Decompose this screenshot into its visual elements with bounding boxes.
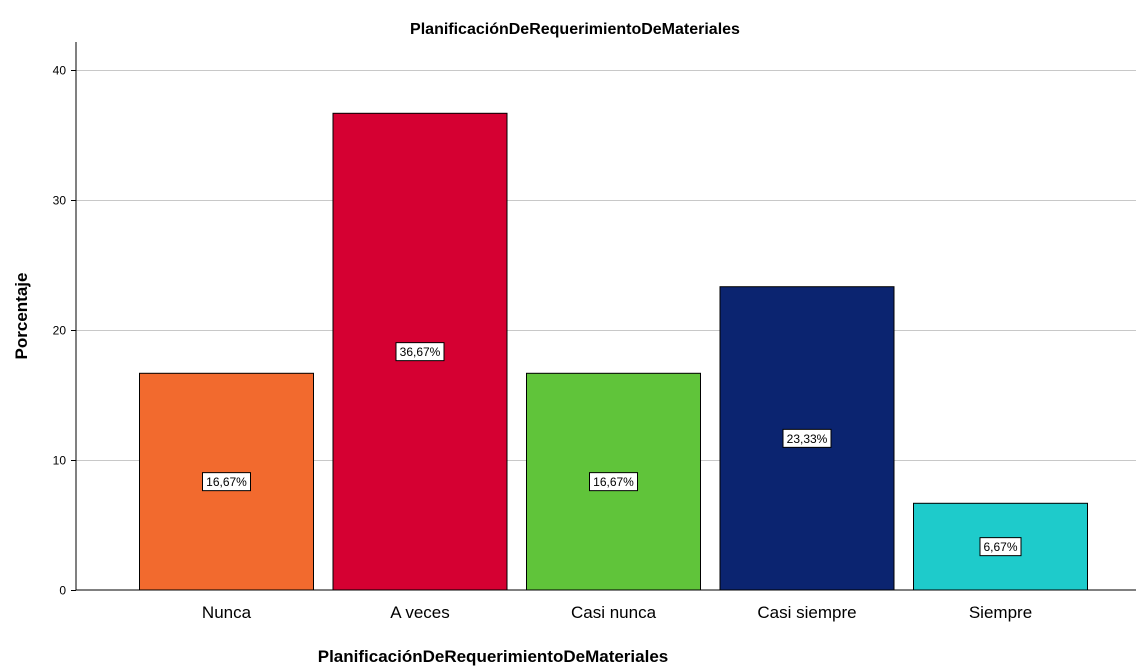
x-tick-label: Nunca xyxy=(202,603,252,622)
data-label: 23,33% xyxy=(782,428,832,448)
y-axis-ticks: 0 10 20 30 40 xyxy=(53,64,76,598)
data-label-text: 23,33% xyxy=(787,432,828,446)
data-label-text: 6,67% xyxy=(983,540,1017,554)
y-tick-label: 40 xyxy=(53,64,67,78)
x-tick-label: Siempre xyxy=(969,603,1032,622)
data-label-text: 16,67% xyxy=(206,475,247,489)
x-tick-label: A veces xyxy=(390,603,450,622)
chart-title: PlanificaciónDeRequerimientoDeMateriales xyxy=(410,21,740,38)
y-axis-title: Porcentaje xyxy=(12,273,31,360)
x-axis-title: PlanificaciónDeRequerimientoDeMateriales xyxy=(318,647,669,666)
data-label-box xyxy=(395,342,445,362)
data-label-box xyxy=(202,472,251,492)
data-label-text: 16,67% xyxy=(593,475,634,489)
data-labels: 16,67% 36,67% 16,67% 23,33% 6,67% xyxy=(202,342,1022,557)
x-axis-ticks: Nunca A veces Casi nunca Casi siempre Siempr… xyxy=(202,603,1032,622)
data-label-text: 36,67% xyxy=(400,345,441,359)
data-label-box xyxy=(589,472,638,492)
y-tick-label: 10 xyxy=(53,454,67,468)
data-label: 6,67% xyxy=(979,537,1022,557)
data-label-box xyxy=(782,428,832,448)
data-label-box xyxy=(979,537,1022,557)
y-tick-label: 0 xyxy=(59,584,66,598)
data-label: 16,67% xyxy=(202,472,251,492)
y-tick-label: 30 xyxy=(53,194,67,208)
data-label: 36,67% xyxy=(395,342,445,362)
data-label: 16,67% xyxy=(589,472,638,492)
y-tick-label: 20 xyxy=(53,324,67,338)
x-tick-label: Casi siempre xyxy=(757,603,856,622)
x-tick-label: Casi nunca xyxy=(571,603,657,622)
bars xyxy=(139,112,1088,591)
